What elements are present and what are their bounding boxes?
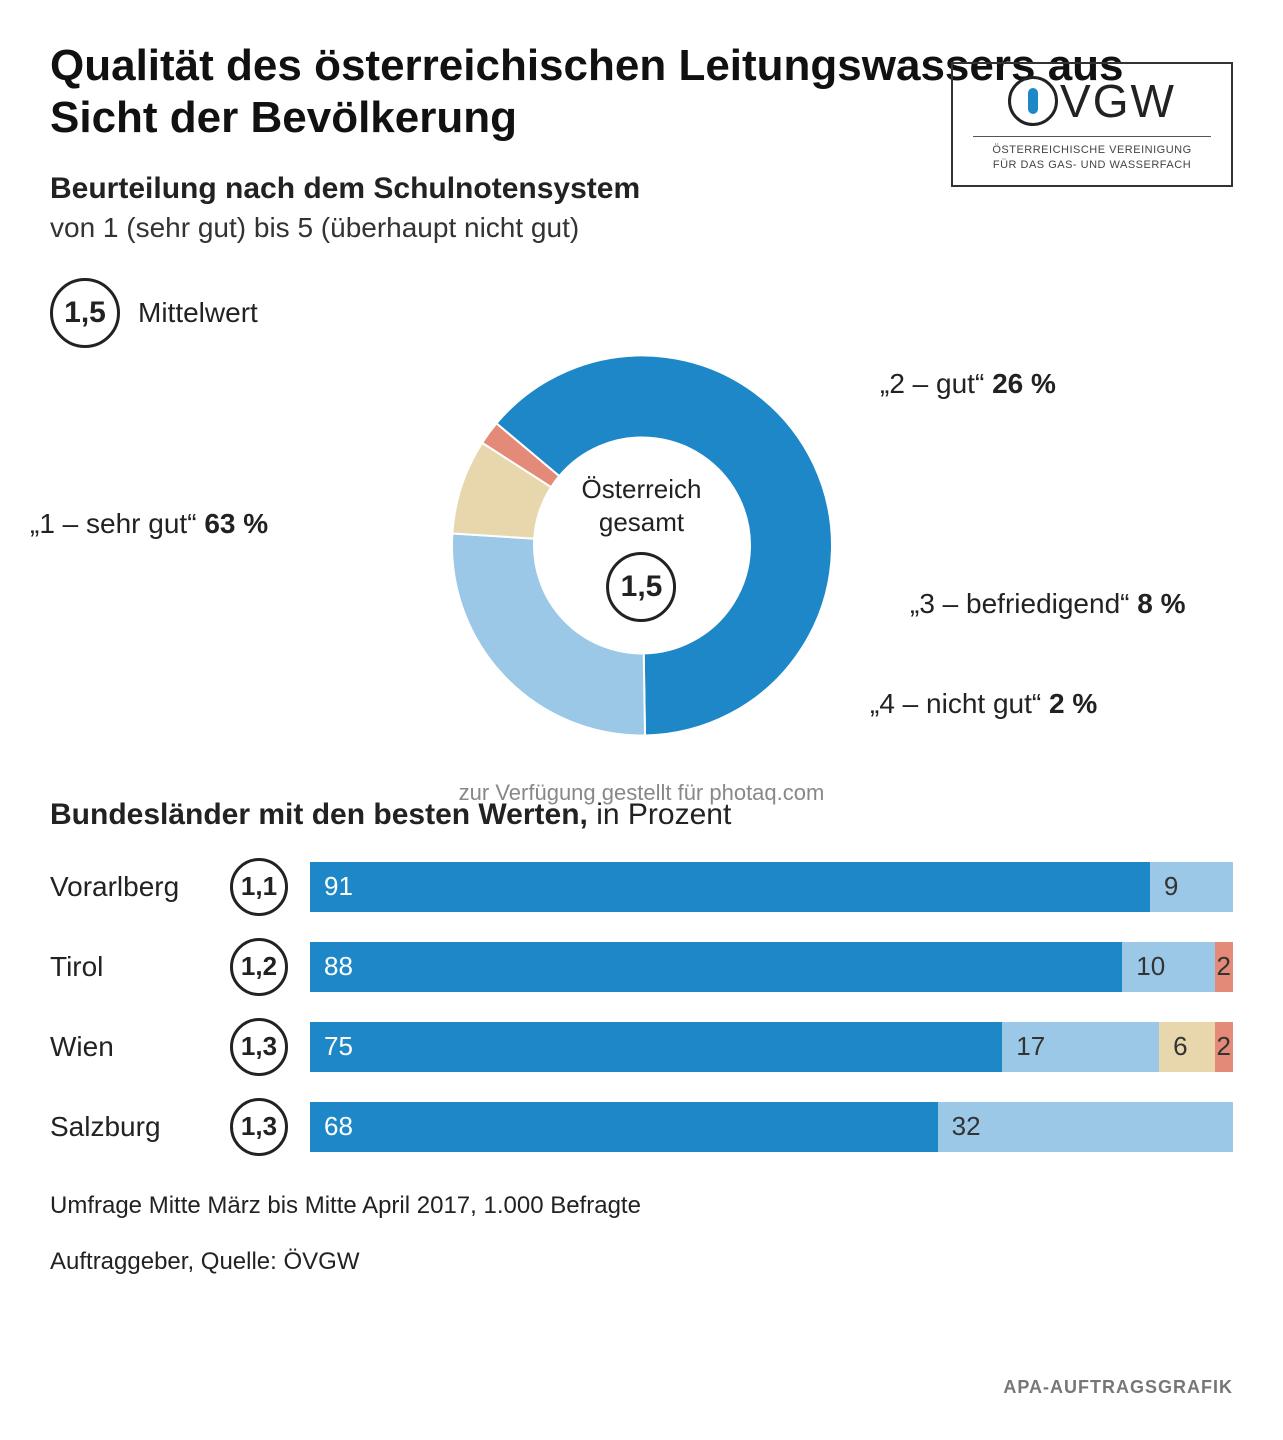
state-name: Vorarlberg xyxy=(50,871,230,903)
logo-o-icon xyxy=(1008,76,1058,126)
bar-segment-nicht_gut: 2 xyxy=(1215,1022,1233,1072)
bar-segment-sehr_gut: 75 xyxy=(310,1022,1002,1072)
state-name: Wien xyxy=(50,1031,230,1063)
bar-segment-sehr_gut: 88 xyxy=(310,942,1122,992)
slice-label-befriedigend: „3 – befriedigend“ 8 % xyxy=(910,588,1186,620)
state-mean-badge: 1,3 xyxy=(230,1098,288,1156)
bar-segment-value: 75 xyxy=(324,1031,353,1062)
donut-center-line1: Österreich xyxy=(582,474,702,504)
footer-source: Auftraggeber, Quelle: ÖVGW xyxy=(50,1248,1233,1276)
slice-label-sehr_gut: „1 – sehr gut“ 63 % xyxy=(30,508,268,540)
bar-segment-value: 2 xyxy=(1217,951,1231,982)
ovgw-logo: VGW ÖSTERREICHISCHE VEREINIGUNG FÜR DAS … xyxy=(951,62,1233,187)
state-row: Tirol1,2 88 10 2 xyxy=(50,938,1233,996)
bar-segment-value: 91 xyxy=(324,871,353,902)
state-bar: 91 9 xyxy=(310,862,1233,912)
state-name: Salzburg xyxy=(50,1111,230,1143)
slice-label-gut: „2 – gut“ 26 % xyxy=(880,368,1056,400)
bar-segment-value: 6 xyxy=(1173,1031,1187,1062)
donut-chart: Österreich gesamt 1,5 „1 – sehr gut“ 63 … xyxy=(50,308,1233,788)
bar-segment-value: 68 xyxy=(324,1111,353,1142)
footer-survey: Umfrage Mitte März bis Mitte April 2017,… xyxy=(50,1192,1233,1220)
bar-segment-value: 2 xyxy=(1217,1031,1231,1062)
footer-credit: APA-AUFTRAGSGRAFIK xyxy=(1003,1377,1233,1398)
state-row: Wien1,3 75 17 62 xyxy=(50,1018,1233,1076)
bar-segment-value: 88 xyxy=(324,951,353,982)
state-mean-badge: 1,3 xyxy=(230,1018,288,1076)
state-bar: 88 10 2 xyxy=(310,942,1233,992)
bar-segment-gut: 10 xyxy=(1122,942,1214,992)
bar-segment-sehr_gut: 68 xyxy=(310,1102,938,1152)
bar-segment-gut: 32 xyxy=(938,1102,1233,1152)
bar-segment-sehr_gut: 91 xyxy=(310,862,1150,912)
bar-segment-nicht_gut: 2 xyxy=(1215,942,1233,992)
subheading-scale: von 1 (sehr gut) bis 5 (überhaupt nicht … xyxy=(50,212,640,244)
logo-tagline-1: ÖSTERREICHISCHE VEREINIGUNG xyxy=(973,143,1211,158)
bar-segment-befriedigend: 6 xyxy=(1159,1022,1214,1072)
state-bar: 75 17 62 xyxy=(310,1022,1233,1072)
logo-tagline-2: FÜR DAS GAS- UND WASSERFACH xyxy=(973,158,1211,173)
state-bar: 68 32 xyxy=(310,1102,1233,1152)
logo-text: VGW xyxy=(1060,74,1176,128)
state-row: Vorarlberg1,1 91 9 xyxy=(50,858,1233,916)
states-bar-chart: Vorarlberg1,1919Tirol1,288102Wien1,37517… xyxy=(50,858,1233,1156)
state-name: Tirol xyxy=(50,951,230,983)
watermark-text: zur Verfügung gestellt für photaq.com xyxy=(459,780,825,806)
state-mean-badge: 1,2 xyxy=(230,938,288,996)
subheading-title: Beurteilung nach dem Schulnotensystem xyxy=(50,172,640,206)
donut-center-line2: gesamt xyxy=(599,507,684,537)
state-row: Salzburg1,3 68 32 xyxy=(50,1098,1233,1156)
slice-label-nicht_gut: „4 – nicht gut“ 2 % xyxy=(870,688,1097,720)
bar-segment-value: 17 xyxy=(1016,1031,1045,1062)
bar-segment-value: 10 xyxy=(1136,951,1165,982)
bar-segment-value: 9 xyxy=(1164,871,1178,902)
bar-segment-gut: 17 xyxy=(1002,1022,1159,1072)
bar-segment-value: 32 xyxy=(952,1111,981,1142)
donut-center-badge: 1,5 xyxy=(606,552,676,622)
state-mean-badge: 1,1 xyxy=(230,858,288,916)
bar-segment-gut: 9 xyxy=(1150,862,1233,912)
